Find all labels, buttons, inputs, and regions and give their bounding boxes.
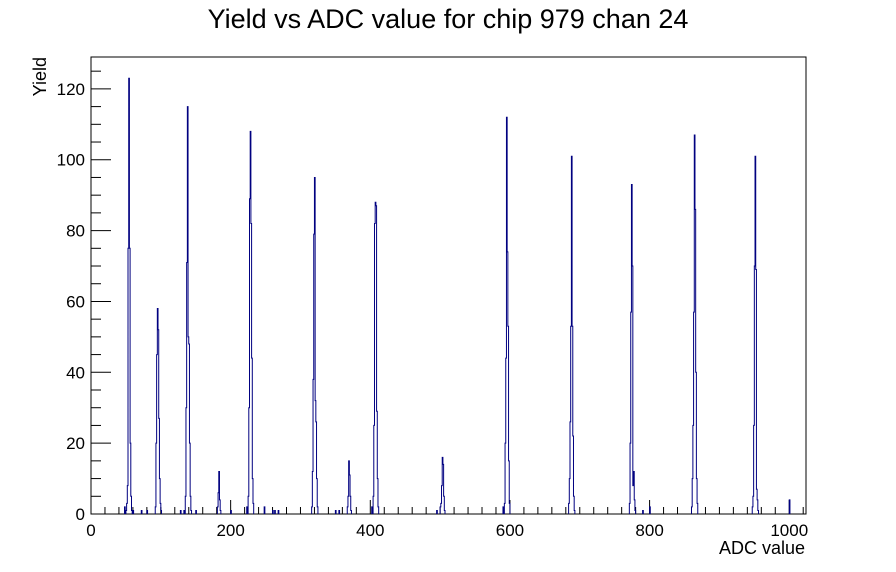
y-tick-label: 120: [57, 80, 85, 99]
y-tick-label: 40: [66, 363, 85, 382]
x-tick-label: 200: [216, 521, 244, 540]
plot-frame: [90, 56, 807, 515]
histogram-bin: [375, 202, 376, 514]
histogram-outline: [124, 77, 791, 514]
y-axis: 0 20 40 60 80 100 120: [57, 70, 111, 524]
histogram-bars: [125, 78, 790, 514]
x-tick-label: 1000: [770, 521, 808, 540]
histogram-bin: [633, 486, 634, 514]
y-tick-label: 20: [66, 434, 85, 453]
y-tick-label: 80: [66, 222, 85, 241]
x-tick-label: 0: [86, 521, 95, 540]
x-tick-label: 400: [356, 521, 384, 540]
chart-title: Yield vs ADC value for chip 979 chan 24: [208, 4, 689, 34]
histogram-bin: [188, 337, 189, 514]
y-tick-label: 100: [57, 151, 85, 170]
x-axis-label: ADC value: [719, 538, 805, 558]
y-tick-label: 60: [66, 292, 85, 311]
y-tick-label: 0: [76, 505, 85, 524]
x-axis: 0 200 400 600 800 1000: [86, 500, 808, 540]
x-tick-label: 800: [635, 521, 663, 540]
x-tick-label: 600: [496, 521, 524, 540]
y-axis-label: Yield: [30, 57, 50, 96]
